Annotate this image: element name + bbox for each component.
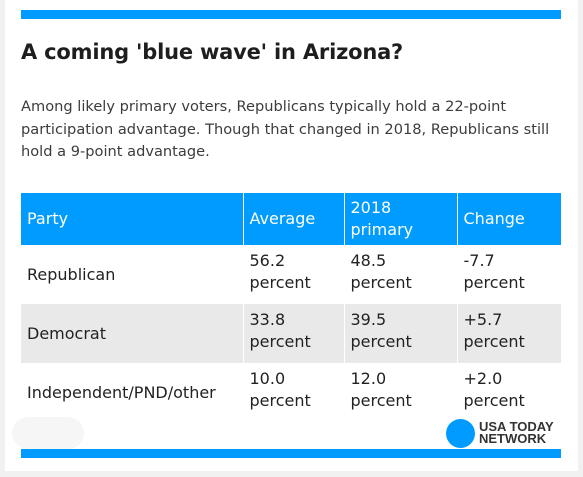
faded-overlay-button <box>12 417 84 449</box>
table-row: Republican 56.2 percent 48.5 percent -7.… <box>21 245 561 304</box>
table-header-row: Party Average 2018 primary Change <box>21 193 561 245</box>
bottom-accent-bar <box>21 449 561 458</box>
chart-intro: Among likely primary voters, Republicans… <box>21 98 550 160</box>
party-cell: Independent/PND/other <box>21 363 244 422</box>
top-accent-bar <box>21 10 561 19</box>
change-cell: +2.0 percent <box>463 369 525 410</box>
change-cell: -7.7 percent <box>463 251 525 292</box>
average-cell: 33.8 percent <box>243 304 345 363</box>
usa-today-network-logo: USA TODAY NETWORK <box>479 419 554 446</box>
logo-line-2: NETWORK <box>479 431 547 446</box>
average-cell: 10.0 percent <box>243 363 345 422</box>
table-row: Democrat 33.8 percent 39.5 percent +5.7 … <box>21 304 561 363</box>
party-cell: Republican <box>21 245 244 304</box>
header-party: Party <box>21 193 244 245</box>
primary-2018-cell: 12.0 percent <box>344 363 458 422</box>
table-row: Independent/PND/other 10.0 percent 12.0 … <box>21 363 561 422</box>
chart-title: A coming 'blue wave' in Arizona? <box>21 40 404 64</box>
party-cell: Democrat <box>21 304 244 363</box>
logo-line-1: USA TODAY <box>479 419 554 434</box>
header-average: Average <box>243 193 345 245</box>
header-2018-primary: 2018 primary <box>344 193 458 245</box>
primary-2018-cell: 39.5 percent <box>344 304 458 363</box>
usa-today-logo-icon <box>446 419 475 448</box>
header-change: Change <box>457 193 561 245</box>
average-cell: 56.2 percent <box>243 245 345 304</box>
primary-2018-cell: 48.5 percent <box>344 245 458 304</box>
change-cell: +5.7 percent <box>457 304 561 363</box>
data-table: Party Average 2018 primary Change Republ… <box>21 193 561 422</box>
